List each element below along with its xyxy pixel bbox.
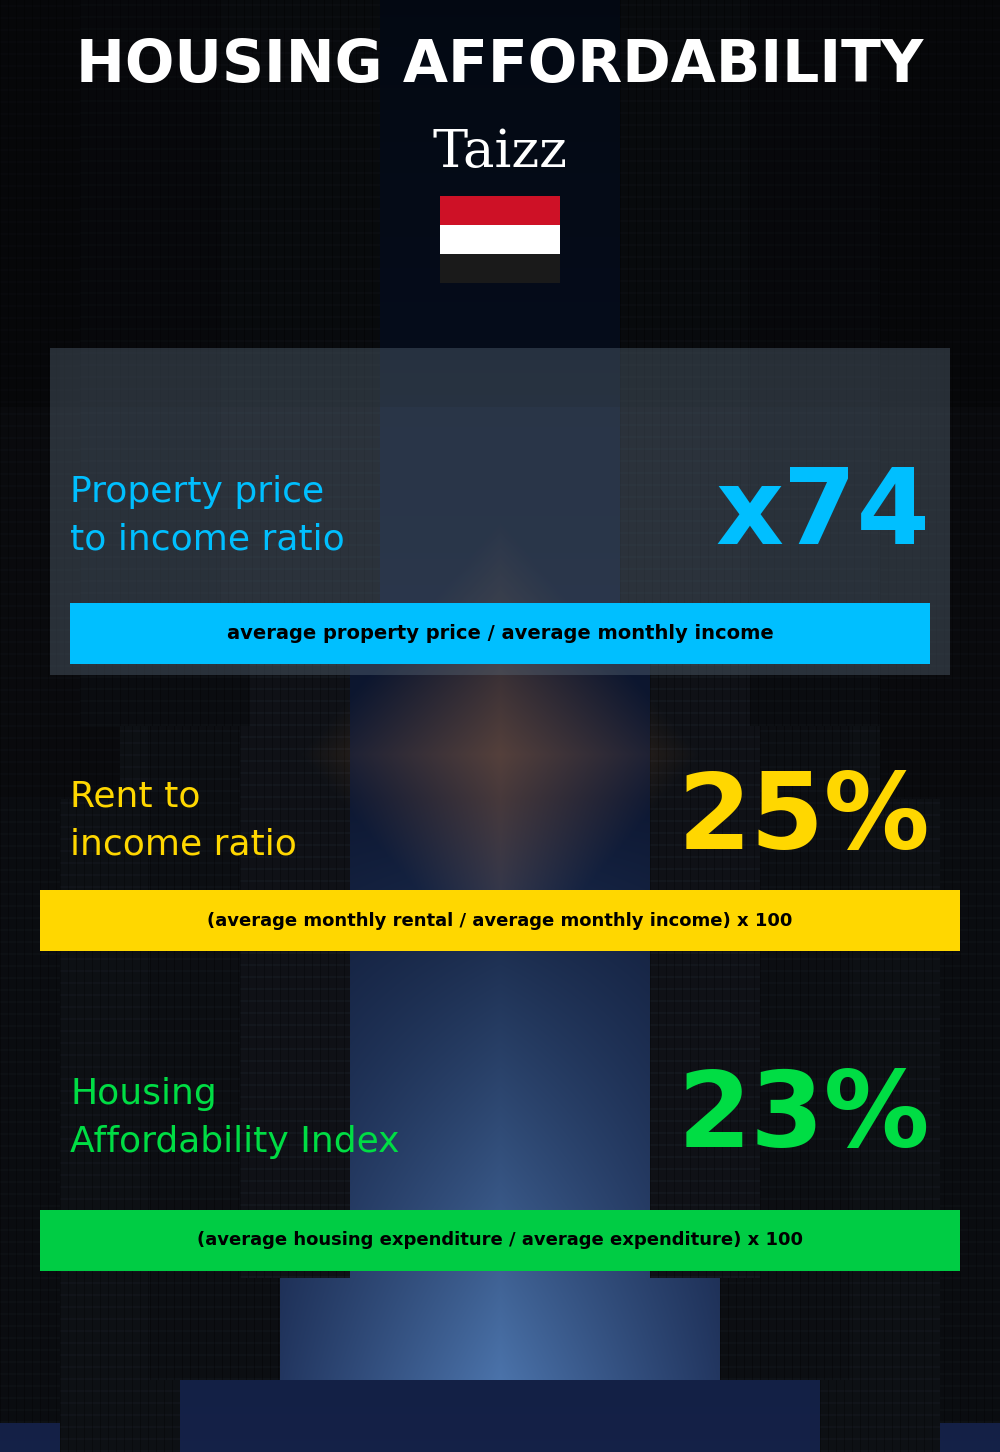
Bar [440,225,560,254]
Bar [50,348,950,675]
Bar [40,1210,960,1270]
Bar [70,603,930,664]
Bar [0,0,1000,407]
Bar [40,890,960,951]
Text: Housing
Affordability Index: Housing Affordability Index [70,1077,400,1159]
Text: 23%: 23% [678,1067,930,1169]
Text: x74: x74 [715,465,930,566]
Text: average property price / average monthly income: average property price / average monthly… [227,623,773,643]
Text: 25%: 25% [677,770,930,871]
Text: Taizz: Taizz [433,126,567,179]
Bar [440,254,560,283]
Text: (average housing expenditure / average expenditure) x 100: (average housing expenditure / average e… [197,1231,803,1249]
Text: Property price
to income ratio: Property price to income ratio [70,475,345,556]
Text: HOUSING AFFORDABILITY: HOUSING AFFORDABILITY [76,36,924,94]
Text: Rent to
income ratio: Rent to income ratio [70,780,297,861]
Text: (average monthly rental / average monthly income) x 100: (average monthly rental / average monthl… [207,912,793,929]
Bar [440,196,560,225]
